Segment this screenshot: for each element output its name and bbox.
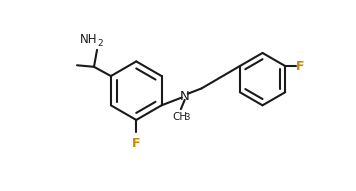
Text: NH: NH	[79, 33, 97, 46]
Text: 2: 2	[98, 39, 104, 48]
Text: F: F	[295, 60, 304, 73]
Text: N: N	[180, 90, 189, 103]
Text: F: F	[132, 137, 141, 150]
Text: CH: CH	[173, 112, 188, 122]
Text: 3: 3	[185, 113, 190, 122]
